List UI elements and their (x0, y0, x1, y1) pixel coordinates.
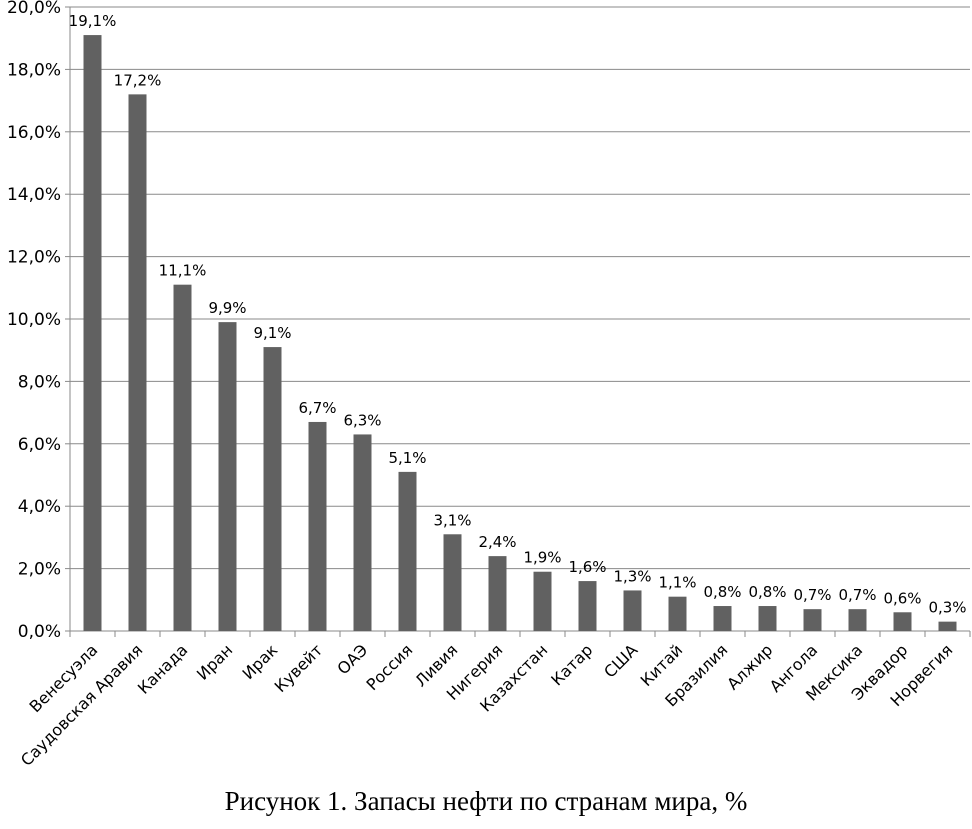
data-label: 0,6% (883, 589, 921, 607)
data-label: 11,1% (159, 262, 207, 280)
figure-caption: Рисунок 1. Запасы нефти по странам мира,… (224, 786, 748, 816)
bar (668, 596, 687, 631)
bar (83, 35, 102, 631)
bar (173, 284, 192, 631)
y-tick-label: 2,0% (18, 560, 61, 580)
x-tick-label: Катар (547, 640, 596, 689)
x-tick-label: ОАЭ (333, 640, 371, 678)
data-label: 2,4% (478, 533, 516, 551)
y-tick-label: 4,0% (18, 497, 61, 517)
data-label: 0,7% (793, 586, 831, 604)
bar (803, 609, 822, 631)
data-label: 6,7% (298, 399, 336, 417)
data-label: 17,2% (114, 71, 162, 89)
axes (65, 6, 971, 637)
data-label: 1,6% (568, 558, 606, 576)
bar (353, 434, 372, 631)
x-tick-label: Канада (134, 640, 191, 697)
y-tick-label: 6,0% (18, 435, 61, 455)
y-tick-labels: 0,0% 2,0% 4,0% 6,0% 8,0% 10,0% 12,0% 14,0% 16,0%… (7, 0, 61, 642)
bar (938, 621, 957, 631)
bar (443, 534, 462, 631)
data-labels: 19,1% 17,2% 11,1% 9,9% 9,1% 6,7% 6,3% 5,1% 3,1% 2… (69, 12, 967, 617)
y-tick-label: 10,0% (7, 310, 61, 330)
data-label: 0,7% (838, 586, 876, 604)
y-tick-label: 18,0% (7, 60, 61, 80)
data-label: 9,9% (208, 299, 246, 317)
bar (308, 421, 327, 631)
bars (83, 35, 957, 632)
bar (263, 347, 282, 631)
data-label: 1,1% (658, 574, 696, 592)
data-label: 1,9% (523, 549, 561, 567)
data-label: 5,1% (388, 449, 426, 467)
bar (128, 94, 147, 632)
x-tick-label: Кувейт (271, 640, 327, 696)
bar (893, 612, 912, 631)
data-label: 19,1% (69, 12, 117, 30)
y-tick-label: 14,0% (7, 185, 61, 205)
bar (758, 606, 777, 631)
bar (713, 606, 732, 631)
y-tick-label: 0,0% (18, 622, 61, 642)
bar (578, 581, 597, 631)
y-tick-label: 12,0% (7, 248, 61, 268)
x-tick-label: Россия (363, 640, 417, 694)
data-label: 9,1% (253, 324, 291, 342)
x-tick-label: Ирак (238, 640, 281, 683)
x-tick-label: США (600, 640, 641, 681)
data-label: 1,3% (613, 567, 651, 585)
bar (218, 322, 237, 631)
x-tick-label: Иран (193, 640, 236, 683)
data-label: 0,8% (703, 583, 741, 601)
oil-reserves-bar-chart: 0,0% 2,0% 4,0% 6,0% 8,0% 10,0% 12,0% 14,0% 16,0%… (7, 0, 971, 770)
data-label: 6,3% (343, 411, 381, 429)
y-tick-label: 16,0% (7, 123, 61, 143)
bar (623, 590, 642, 631)
bar (488, 556, 507, 631)
gridlines (70, 6, 970, 570)
data-label: 0,3% (928, 599, 966, 617)
y-tick-label: 20,0% (7, 0, 61, 18)
data-label: 3,1% (433, 511, 471, 529)
y-tick-label: 8,0% (18, 372, 61, 392)
bar (398, 471, 417, 631)
data-label: 0,8% (748, 583, 786, 601)
bar (533, 571, 552, 631)
bar (848, 609, 867, 631)
